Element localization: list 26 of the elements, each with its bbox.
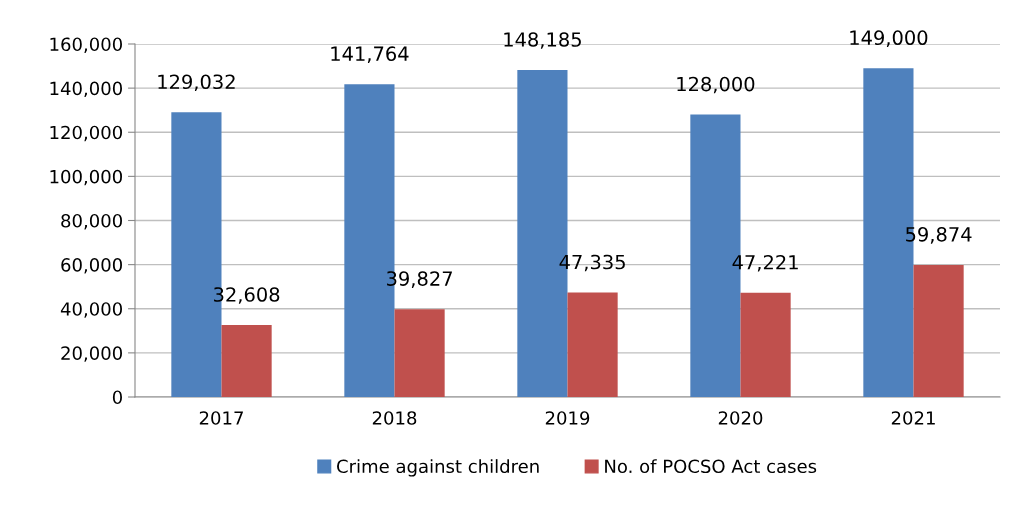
bar	[913, 264, 964, 397]
bar	[221, 325, 272, 397]
data-label: 148,185	[504, 32, 581, 49]
bar	[567, 292, 618, 397]
y-tick-label: 0	[112, 390, 122, 405]
y-tick-label: 40,000	[60, 302, 122, 318]
bar	[394, 309, 445, 397]
data-label: 128,000	[677, 76, 755, 94]
y-tick-label: 80,000	[61, 213, 122, 230]
x-tick-label: 2020	[718, 411, 763, 425]
data-label: 141,764	[331, 46, 409, 64]
y-tick-label: 140,000	[50, 81, 122, 98]
legend-label: Crime against children	[337, 459, 539, 477]
x-tick-label: 2017	[199, 411, 243, 425]
x-tick-label: 2018	[372, 411, 417, 425]
data-label: 149,000	[850, 30, 928, 48]
bar	[740, 292, 791, 397]
x-tick-label: 2021	[891, 411, 935, 425]
y-tick-label: 160,000	[50, 37, 122, 53]
legend-label: No. of POCSO Act cases	[605, 459, 817, 474]
x-tick-label: 2019	[545, 411, 590, 425]
data-label: 129,032	[158, 74, 235, 92]
y-tick-label: 20,000	[61, 346, 122, 362]
y-tick-label: 100,000	[50, 169, 122, 186]
y-tick-label: 60,000	[61, 258, 122, 274]
y-tick-label: 120,000	[50, 125, 122, 142]
